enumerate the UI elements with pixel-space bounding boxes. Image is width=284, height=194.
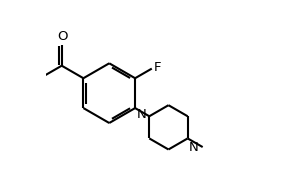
Text: O: O: [57, 30, 68, 43]
Text: N: N: [136, 108, 146, 121]
Text: N: N: [189, 141, 198, 154]
Text: F: F: [154, 61, 162, 74]
